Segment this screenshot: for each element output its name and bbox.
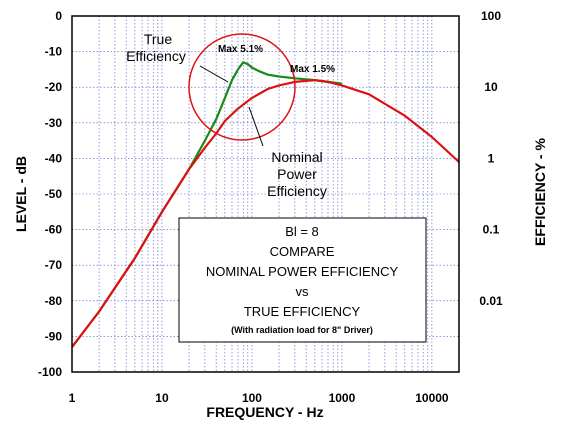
- y2-tick-label: 0.01: [479, 294, 503, 308]
- highlight-circle: [188, 33, 296, 141]
- nominal-efficiency-line: [71, 78, 460, 348]
- x-tick-label: 1000: [329, 391, 356, 405]
- y-tick-label: -40: [45, 151, 63, 165]
- ticks: 1 10 100 1000 10000 0 -10 -20 -30 -40 -50 -60 -70 -80…: [38, 9, 503, 405]
- y-tick-label: -20: [45, 80, 63, 94]
- true-efficiency-pointer: [199, 65, 229, 83]
- info-box-line4: vs: [296, 284, 310, 299]
- x-tick-label: 1: [69, 391, 76, 405]
- info-box: Bl = 8 COMPARE NOMINAL POWER EFFICIENCY …: [178, 217, 427, 343]
- annotation-nominal-line2: Power: [277, 166, 317, 182]
- y2-tick-label: 0.1: [483, 223, 500, 237]
- info-box-line3: NOMINAL POWER EFFICIENCY: [206, 264, 399, 279]
- y-tick-label: -50: [45, 187, 63, 201]
- y2-tick-label: 100: [481, 9, 501, 23]
- y2-tick-label: 1: [488, 151, 495, 165]
- x-tick-label: 100: [242, 391, 262, 405]
- y-tick-label: -70: [45, 258, 63, 272]
- annotation-nominal-line1: Nominal: [271, 149, 322, 165]
- y-tick-label: -100: [38, 365, 62, 379]
- y-tick-label: -90: [45, 329, 63, 343]
- y-tick-label: 0: [55, 9, 62, 23]
- info-box-line5: TRUE EFFICIENCY: [244, 304, 361, 319]
- y2-axis-label: EFFICIENCY - %: [532, 138, 548, 246]
- x-tick-label: 10: [155, 391, 169, 405]
- y-axis-label: LEVEL - dB: [13, 156, 29, 232]
- y-tick-label: -30: [45, 116, 63, 130]
- y-tick-label: -60: [45, 223, 63, 237]
- y-tick-label: -10: [45, 45, 63, 59]
- x-tick-label: 10000: [415, 391, 449, 405]
- annotation-true-line2: Efficiency: [126, 48, 186, 64]
- y2-tick-label: 10: [484, 80, 498, 94]
- curves: [71, 61, 460, 348]
- info-box-note: (With radiation load for 8" Driver): [231, 325, 373, 335]
- nominal-efficiency-pointer: [248, 106, 264, 147]
- annotation-true-line1: True: [144, 31, 172, 47]
- y-tick-label: -80: [45, 294, 63, 308]
- info-box-line2: COMPARE: [270, 244, 335, 259]
- info-box-line1: Bl = 8: [285, 224, 319, 239]
- annotation-max-nominal: Max 1.5%: [290, 64, 335, 75]
- plot-frame: [71, 15, 460, 373]
- annotation-max-true: Max 5.1%: [218, 44, 263, 55]
- annotation-nominal-line3: Efficiency: [267, 183, 327, 199]
- x-axis-label: FREQUENCY - Hz: [206, 404, 323, 420]
